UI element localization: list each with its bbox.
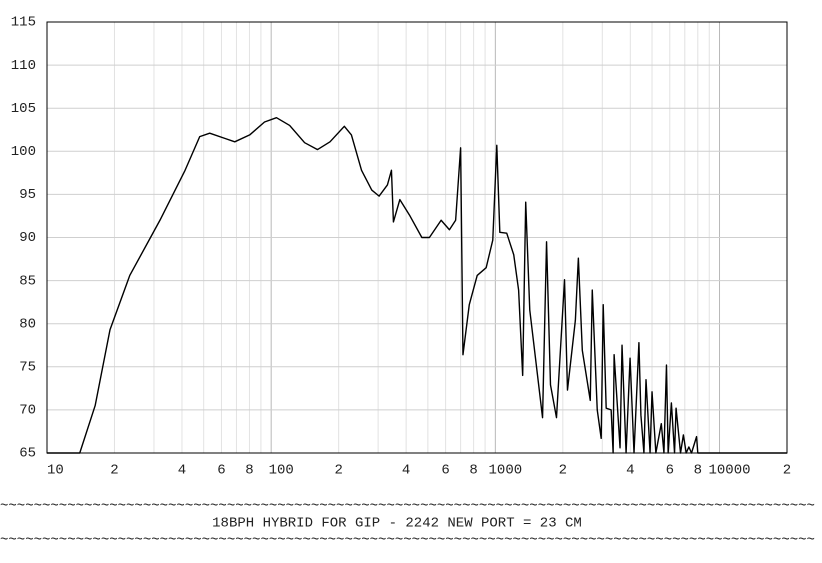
- chart-title: 18BPH HYBRID FOR GIP - 2242 NEW PORT = 2…: [212, 516, 582, 532]
- y-tick-label: 115: [11, 15, 36, 31]
- y-tick-label: 100: [11, 144, 36, 160]
- x-tick-label: 100: [269, 463, 294, 479]
- y-tick-label: 95: [19, 187, 36, 203]
- x-tick-label: 2: [110, 463, 118, 479]
- x-tick-label: 8: [245, 463, 253, 479]
- x-tick-label: 6: [666, 463, 674, 479]
- y-tick-label: 70: [19, 403, 36, 419]
- x-tick-label: 2: [334, 463, 342, 479]
- x-tick-label: 2: [559, 463, 567, 479]
- x-tick-label: 1000: [489, 463, 523, 479]
- x-tick-label: 4: [178, 463, 186, 479]
- separator: ~~~~~~~~~~~~~~~~~~~~~~~~~~~~~~~~~~~~~~~~…: [0, 499, 815, 515]
- x-tick-label: 8: [469, 463, 477, 479]
- y-tick-label: 65: [19, 446, 36, 462]
- response-line: [47, 116, 787, 454]
- x-tick-label: 2: [783, 463, 791, 479]
- x-tick-label: 4: [626, 463, 634, 479]
- x-tick-label: 6: [441, 463, 449, 479]
- y-tick-label: 110: [11, 58, 36, 74]
- x-tick-label: 4: [402, 463, 410, 479]
- x-tick-label: 8: [694, 463, 702, 479]
- x-tick-label: 10000: [709, 463, 751, 479]
- x-tick-label: 10: [47, 463, 64, 479]
- y-tick-label: 85: [19, 273, 36, 289]
- y-tick-label: 90: [19, 230, 36, 246]
- y-tick-label: 75: [19, 360, 36, 376]
- x-tick-label: 6: [217, 463, 225, 479]
- y-tick-label: 105: [11, 101, 36, 117]
- y-tick-label: 80: [19, 316, 36, 332]
- plot-frame: [46, 21, 788, 454]
- separator: ~~~~~~~~~~~~~~~~~~~~~~~~~~~~~~~~~~~~~~~~…: [0, 533, 815, 549]
